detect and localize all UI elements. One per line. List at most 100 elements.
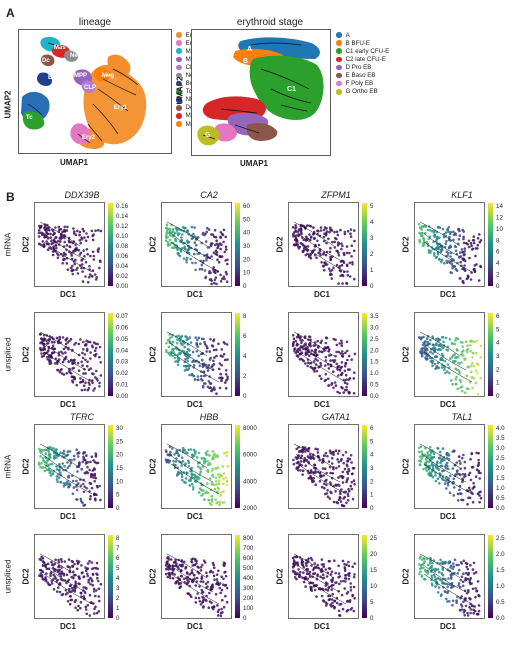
- colorbar-tick: 0: [370, 505, 374, 512]
- panel-b-letter: B: [6, 190, 15, 204]
- colorbar-tick: 10: [496, 226, 503, 233]
- gene-title: TFRC: [70, 412, 94, 422]
- legend-swatch: [176, 64, 182, 71]
- dc-scatter-panel: 8 6 4 2 0: [161, 312, 247, 400]
- dc1-label: DC1: [440, 290, 457, 299]
- colorbar-tick: 5: [370, 599, 374, 606]
- dc2-label: DC2: [21, 458, 31, 475]
- colorbar-tick: 1: [496, 380, 500, 387]
- colorbar-tick: 12: [496, 214, 503, 221]
- colorbar-tick: 5: [496, 326, 500, 333]
- colorbar-tick: 0.00: [116, 393, 129, 400]
- dc2-label: DC2: [21, 568, 31, 585]
- lineage-label-ery2: Ery2: [82, 135, 96, 141]
- dc1-label: DC1: [440, 512, 457, 521]
- colorbar-tick: 6: [370, 425, 374, 432]
- erythroid-label-a: A: [247, 46, 252, 53]
- legend-swatch: [336, 72, 342, 79]
- colorbar-tick: 60: [243, 203, 250, 210]
- legend-item: C1 early CFU-E: [336, 47, 389, 55]
- legend-label: C1 early CFU-E: [345, 47, 390, 55]
- colorbar-tick: 100: [243, 605, 254, 612]
- gene-title: CA2: [200, 190, 218, 200]
- colorbar-tick: 0.06: [116, 324, 129, 331]
- dc2-label: DC2: [21, 346, 31, 363]
- legend-label: Bc: [185, 80, 193, 88]
- dc1-label: DC1: [314, 290, 331, 299]
- legend-label: NK: [185, 96, 195, 104]
- gene-title: KLF1: [451, 190, 473, 200]
- legend-swatch: [176, 56, 182, 63]
- legend-swatch: [176, 48, 182, 55]
- dc-scatter-panel: 6 5 4 3 2 1 0: [414, 312, 500, 400]
- gene-title: TAL1: [451, 412, 473, 422]
- colorbar-tick: 0.00: [116, 283, 129, 290]
- colorbar-tick: 0.06: [116, 253, 129, 260]
- dc2-label: DC2: [148, 236, 158, 253]
- colorbar-tick: 600: [243, 555, 254, 562]
- dc2-label: DC2: [401, 236, 411, 253]
- legend-item: B BFU-E: [336, 39, 389, 47]
- legend-label: F Poly EB: [345, 80, 374, 88]
- colorbar-tick: 20: [243, 256, 250, 263]
- colorbar-tick: 0.5: [370, 382, 379, 389]
- colorbar-tick: 8000: [243, 425, 257, 432]
- dc2-label: DC2: [275, 346, 285, 363]
- colorbar-tick: 0.12: [116, 223, 129, 230]
- colorbar-tick: 0.0: [496, 505, 505, 512]
- colorbar-tick: 1.5: [370, 359, 379, 366]
- colorbar: [235, 203, 240, 286]
- dc1-label: DC1: [187, 622, 204, 631]
- colorbar: [108, 203, 113, 286]
- dc2-label: DC2: [148, 568, 158, 585]
- legend-item: F Poly EB: [336, 80, 389, 88]
- dc2-label: DC2: [148, 458, 158, 475]
- legend-swatch: [336, 88, 342, 95]
- legend-item: C2 late CFU-E: [336, 55, 389, 63]
- colorbar-tick: 2: [243, 373, 247, 380]
- colorbar-tick: 4: [370, 452, 374, 459]
- colorbar-tick: 15: [370, 567, 377, 574]
- colorbar-tick: 7: [116, 545, 120, 552]
- colorbar-tick: 0.03: [116, 359, 129, 366]
- colorbar-tick: 0: [496, 393, 500, 400]
- legend-swatch: [336, 80, 342, 87]
- colorbar: [488, 203, 493, 286]
- colorbar-tick: 4: [116, 575, 120, 582]
- dc-scatter-panel: 30 25 20 15 10 5 0: [34, 424, 123, 512]
- row-label: unspliced: [3, 337, 13, 372]
- dc1-label: DC1: [60, 400, 77, 409]
- legend-item: Tc: [176, 88, 199, 96]
- dc-scatter-panel: 6 5 4 3 2 1 0: [288, 424, 374, 512]
- colorbar-tick: 1.5: [496, 475, 505, 482]
- legend-item: NK: [176, 96, 199, 104]
- colorbar-tick: 3.5: [496, 435, 505, 442]
- dc-scatter-panel: 5 4 3 2 1 0: [288, 202, 374, 290]
- erythroid-xlabel: UMAP1: [240, 159, 269, 168]
- dc-scatter-panel: 3.5 3.0 2.5 2.0 1.5 1.0 0.5 0.0: [288, 312, 379, 400]
- legend-item: A: [336, 31, 389, 39]
- dc1-label: DC1: [314, 622, 331, 631]
- erythroid-label-b: B: [243, 58, 248, 65]
- dc1-label: DC1: [314, 512, 331, 521]
- colorbar-tick: 4: [243, 353, 247, 360]
- dc2-label: DC2: [148, 346, 158, 363]
- dc-scatter-panel: 14 12 10 8 6 4 2 0: [414, 202, 503, 290]
- colorbar-tick: 6: [243, 333, 247, 340]
- lineage-label-tc: Tc: [26, 115, 33, 121]
- legend-swatch: [176, 40, 182, 46]
- colorbar-tick: 0.04: [116, 263, 129, 270]
- gene-title: ZFPM1: [321, 190, 351, 200]
- colorbar-tick: 6: [496, 249, 500, 256]
- legend-label: A: [345, 31, 350, 39]
- legend-label: E Baso EB: [345, 72, 376, 80]
- colorbar-tick: 3: [496, 353, 500, 360]
- dc2-label: DC2: [401, 458, 411, 475]
- lineage-ylabel: UMAP2: [3, 90, 13, 119]
- legend-label: Tc: [185, 88, 192, 96]
- colorbar-tick: 0.02: [116, 273, 129, 280]
- legend-swatch: [336, 32, 342, 38]
- colorbar-tick: 2.5: [496, 455, 505, 462]
- colorbar-tick: 25: [370, 535, 377, 542]
